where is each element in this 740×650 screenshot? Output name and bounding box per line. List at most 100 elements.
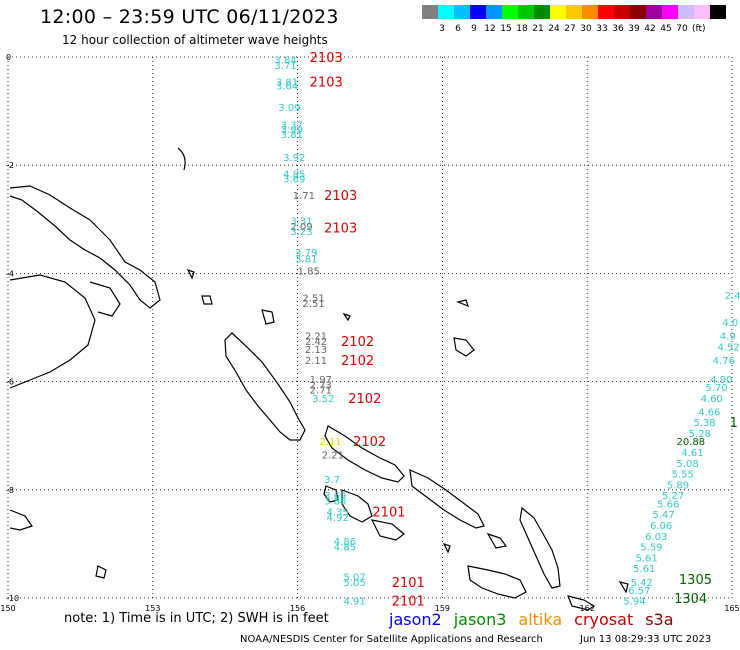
pass-label: 1305	[679, 573, 712, 588]
generation-timestamp: Jun 13 08:29:33 UTC 2023	[580, 634, 712, 645]
pass-label: 2101	[392, 595, 425, 610]
chart-title: 12:00 – 23:59 UTC 06/11/2023	[40, 6, 339, 28]
pass-label: 2102	[353, 435, 386, 450]
color-swatch	[614, 5, 630, 19]
swh-value: 2.21	[305, 332, 327, 343]
color-scale-tick: 27	[564, 24, 576, 34]
swh-value: 5.27	[662, 491, 684, 502]
color-scale-tick: 39	[628, 24, 640, 34]
swh-value: 4.60	[701, 394, 723, 405]
swh-value: 4.90	[710, 375, 732, 386]
color-scale-tick: 3	[439, 24, 445, 34]
pass-label: 2102	[348, 392, 381, 407]
swh-value: 3.99	[281, 125, 303, 136]
swh-value: 2.71	[310, 386, 332, 397]
y-tick-label: -2	[6, 161, 14, 170]
color-scale-tick: 30	[580, 24, 592, 34]
coast-santa-isabel	[409, 469, 485, 529]
pass-label: 2102	[341, 335, 374, 350]
y-tick-label: -4	[6, 269, 14, 278]
x-tick-label: 165	[724, 604, 739, 613]
color-scale-tick: 45	[660, 24, 672, 34]
x-tick-label: 162	[580, 604, 595, 613]
pass-label: 2101	[372, 505, 405, 520]
coast-islet-3	[453, 337, 475, 357]
swh-value: 5.89	[667, 480, 689, 491]
swh-value: 5.05	[343, 578, 365, 589]
coast-new-britain	[9, 274, 96, 389]
color-scale-tick: 18	[516, 24, 528, 34]
x-tick-label: 159	[435, 604, 450, 613]
swh-value: 2.11	[319, 437, 341, 448]
swh-value: 3.31	[290, 216, 312, 227]
coast-islet-5	[201, 295, 213, 305]
y-tick-label: -6	[6, 378, 14, 387]
color-swatch	[582, 5, 598, 19]
coast-islet-11	[618, 581, 629, 594]
pass-label: 1	[730, 416, 738, 431]
swh-value: 2.51	[302, 294, 324, 305]
y-tick-label: -10	[6, 594, 19, 603]
swh-values: 3.843.713.813.643.093.373.993.813.924.85…	[274, 56, 740, 608]
color-swatch	[502, 5, 518, 19]
coastlines	[9, 147, 629, 611]
pass-label: 2103	[324, 189, 357, 204]
swh-value: 3.37	[281, 121, 303, 132]
axes: 150 153 156 159 162 165 0 -2 -4 -6 -8 -10	[0, 53, 739, 613]
footnote: note: 1) Time is in UTC; 2) SWH is in fe…	[64, 611, 329, 626]
swh-value: 4.66	[698, 407, 720, 418]
coast-rendova	[370, 519, 405, 541]
swh-value: 2.51	[302, 299, 324, 310]
credit-line: NOAA/NESDIS Center for Satellite Applica…	[240, 634, 543, 645]
swh-value: 5.08	[676, 459, 698, 470]
swh-value: 6.03	[645, 532, 667, 543]
swh-value: 5.47	[652, 510, 674, 521]
color-swatch	[678, 5, 694, 19]
color-scale-tick: 42	[644, 24, 656, 34]
swh-value: 3.81	[276, 77, 298, 88]
swh-value: 3.88	[324, 497, 346, 508]
swh-value: 5.28	[689, 429, 711, 440]
coast-florida-is	[486, 532, 508, 549]
swh-value: 3.69	[283, 175, 305, 186]
color-swatch	[710, 5, 726, 19]
coast-new-britain-east	[89, 281, 121, 317]
color-swatch	[646, 5, 662, 19]
color-scale-tick: 12	[484, 24, 496, 34]
coast-choiseul	[324, 425, 405, 483]
swh-value: 4.76	[713, 356, 735, 367]
coast-guadalcanal	[467, 565, 527, 599]
swh-value: 3.92	[283, 153, 305, 164]
swh-value: 2.09	[290, 222, 312, 233]
coast-islet-1	[177, 147, 186, 171]
coast-islet-7	[342, 312, 351, 322]
color-swatch	[534, 5, 550, 19]
coast-islet-4	[456, 299, 469, 308]
color-swatch	[694, 5, 710, 19]
swh-value: 5.61	[633, 564, 655, 575]
pass-label: 2101	[392, 576, 425, 591]
swh-value: 4.35	[327, 507, 349, 518]
color-swatch	[662, 5, 678, 19]
coast-islet-8	[9, 509, 33, 531]
swh-value: 5.94	[623, 597, 645, 608]
swh-value: 5.38	[693, 418, 715, 429]
swh-value: 20.88	[676, 437, 705, 448]
color-scale-tick: 21	[532, 24, 544, 34]
pass-label: 1304	[674, 592, 707, 607]
y-tick-label: -8	[6, 486, 14, 495]
legend-item-jason2: jason2	[389, 610, 442, 629]
color-swatch	[486, 5, 502, 19]
color-scale-tick: 70	[676, 24, 688, 34]
color-scale-tick: 36	[612, 24, 624, 34]
swh-value: 3.71	[274, 61, 296, 72]
swh-value: 2.4	[725, 291, 740, 302]
pass-label: 2103	[324, 221, 357, 236]
swh-value: 1.85	[298, 267, 320, 278]
color-scale-tick: 24	[548, 24, 560, 34]
swh-value: 3.81	[295, 254, 317, 265]
swh-value: 3.79	[295, 248, 317, 259]
x-tick-label: 153	[145, 604, 160, 613]
swh-value: 2.11	[305, 356, 327, 367]
